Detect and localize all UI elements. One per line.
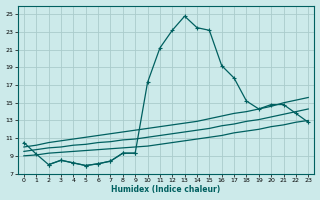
X-axis label: Humidex (Indice chaleur): Humidex (Indice chaleur) [111,185,221,194]
